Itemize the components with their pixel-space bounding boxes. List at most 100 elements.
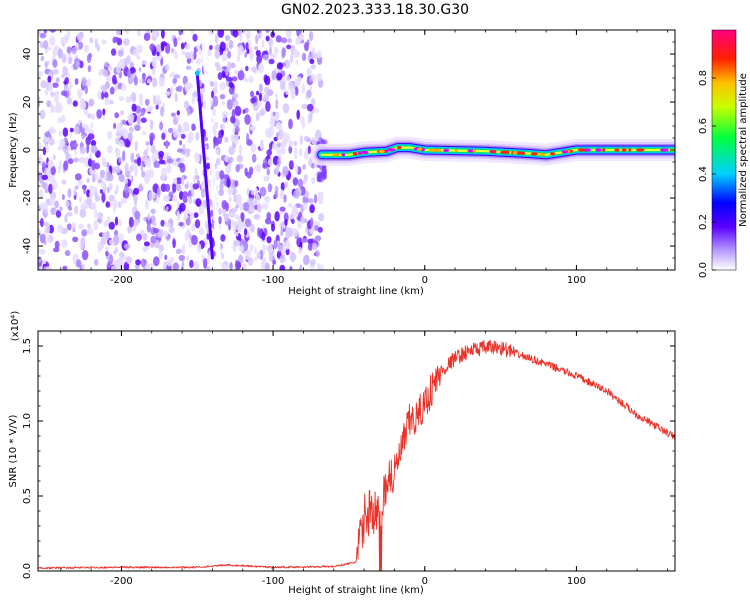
track-hotspot <box>416 147 423 151</box>
y-tick-label: 1.5 <box>22 338 33 354</box>
noise-blob <box>196 44 201 50</box>
noise-blob <box>247 197 254 205</box>
noise-blob <box>52 82 59 88</box>
noise-blob <box>213 80 218 91</box>
noise-blob <box>194 219 201 229</box>
noise-blob <box>65 201 70 207</box>
noise-blob <box>107 130 113 140</box>
noise-blob <box>293 189 300 199</box>
noise-blob <box>79 196 82 203</box>
noise-blob <box>157 228 164 239</box>
noise-blob <box>74 78 79 85</box>
noise-blob <box>275 98 279 110</box>
noise-blob <box>279 206 286 212</box>
noise-blob <box>165 139 169 150</box>
noise-blob <box>237 45 245 55</box>
noise-blob <box>53 45 60 51</box>
noise-blob <box>94 172 99 181</box>
noise-blob <box>298 33 305 41</box>
snr-y-multiplier: (x10⁴) <box>10 311 21 342</box>
noise-blob <box>230 62 236 69</box>
noise-blob <box>101 232 109 238</box>
noise-blob <box>186 255 190 261</box>
noise-blob <box>250 90 254 98</box>
noise-blob <box>109 86 115 95</box>
noise-blob <box>265 128 272 138</box>
noise-blob <box>296 109 301 120</box>
noise-blob <box>84 84 89 95</box>
noise-blob <box>222 117 227 123</box>
noise-blob <box>294 164 299 175</box>
noise-blob <box>81 250 89 261</box>
noise-blob <box>263 93 270 102</box>
noise-blob <box>261 231 266 241</box>
noise-blob <box>178 254 185 262</box>
noise-blob <box>168 226 175 234</box>
noise-blob <box>259 141 263 150</box>
noise-blob <box>262 257 267 265</box>
noise-blob <box>227 211 235 217</box>
noise-blob <box>112 260 118 265</box>
noise-blob <box>184 230 190 242</box>
noise-blob <box>280 37 288 44</box>
noise-blob <box>124 138 129 148</box>
noise-blob <box>231 108 236 118</box>
noise-blob <box>244 228 248 236</box>
noise-blob <box>81 134 85 140</box>
noise-blob <box>258 83 263 93</box>
noise-blob <box>126 55 131 65</box>
noise-blob <box>198 227 205 236</box>
noise-blob <box>230 115 236 124</box>
noise-blob <box>264 86 270 94</box>
noise-blob <box>273 136 278 142</box>
noise-blob <box>219 181 224 191</box>
noise-blob <box>160 106 164 117</box>
noise-blob <box>87 133 95 141</box>
noise-blob <box>219 41 226 52</box>
noise-blob <box>122 150 126 162</box>
noise-blob <box>294 86 299 96</box>
noise-blob <box>318 193 324 205</box>
noise-blob <box>138 184 144 192</box>
noise-blob <box>52 68 59 75</box>
noise-blob <box>269 46 272 56</box>
noise-blob <box>108 221 116 230</box>
noise-blob <box>182 196 188 204</box>
noise-blob <box>296 76 302 84</box>
noise-blob <box>192 91 199 97</box>
noise-blob <box>246 139 253 146</box>
noise-blob <box>175 177 183 185</box>
noise-blob <box>38 189 44 198</box>
noise-blob <box>231 76 238 82</box>
snr-x-label: Height of straight line (km) <box>288 585 424 596</box>
noise-blob <box>105 245 109 252</box>
noise-blob <box>123 38 130 46</box>
noise-blob <box>309 259 316 266</box>
colorbar-tick-label: 0.4 <box>698 166 709 182</box>
snr-series-line <box>38 339 675 571</box>
track-hotspot <box>397 146 402 150</box>
noise-blob <box>191 94 195 105</box>
noise-blob <box>148 191 153 201</box>
noise-blob <box>176 148 183 153</box>
streak-gap <box>200 30 222 270</box>
noise-blob <box>114 112 120 119</box>
noise-blob <box>293 154 298 160</box>
noise-blob <box>49 30 56 33</box>
noise-blob <box>113 122 117 129</box>
noise-blob <box>156 94 161 103</box>
noise-blob <box>217 72 223 81</box>
noise-blob <box>141 170 146 178</box>
noise-blob <box>307 242 313 251</box>
noise-blob <box>286 44 292 50</box>
noise-blob <box>48 138 55 146</box>
noise-blob <box>81 99 85 108</box>
noise-blob <box>79 208 87 218</box>
noise-blob <box>186 83 193 89</box>
noise-edge-blob <box>320 138 325 145</box>
noise-blob <box>203 258 208 269</box>
noise-blob <box>254 45 259 51</box>
noise-blob <box>177 36 182 41</box>
noise-blob <box>38 227 41 238</box>
